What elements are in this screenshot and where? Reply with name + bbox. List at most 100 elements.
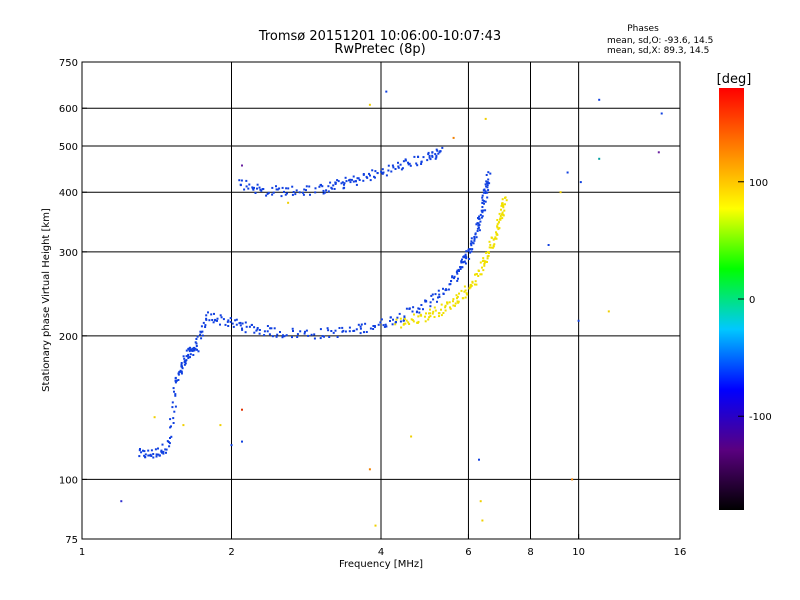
data-point: [484, 117, 487, 120]
data-point: [273, 327, 276, 330]
data-point: [478, 223, 481, 226]
data-point: [478, 458, 480, 461]
data-point: [276, 188, 279, 191]
data-point: [471, 248, 474, 251]
y-tick-label: 100: [59, 475, 78, 486]
data-point: [442, 293, 445, 295]
data-point: [352, 180, 355, 183]
data-point: [499, 217, 502, 220]
data-point: [457, 300, 460, 303]
data-point: [319, 337, 322, 340]
data-point: [403, 322, 406, 325]
data-point: [394, 323, 397, 326]
data-point: [248, 183, 251, 186]
data-point: [327, 329, 330, 332]
data-point: [385, 90, 388, 93]
data-point: [138, 455, 141, 458]
data-point: [490, 236, 493, 239]
colorbar-ticks: 100 0 -100: [738, 178, 772, 423]
data-point: [480, 216, 483, 219]
data-point: [180, 363, 183, 366]
data-point: [410, 318, 413, 321]
data-point: [150, 455, 153, 457]
data-point: [437, 289, 440, 292]
data-point: [272, 191, 275, 194]
data-point: [182, 355, 185, 358]
data-point: [253, 326, 256, 329]
data-point: [172, 422, 175, 424]
data-point: [429, 158, 432, 161]
data-point: [348, 330, 351, 333]
data-point: [482, 269, 485, 272]
data-point: [461, 266, 464, 269]
data-point: [417, 315, 420, 318]
data-point: [213, 312, 215, 315]
data-point: [405, 307, 408, 310]
data-point: [403, 315, 406, 318]
data-point: [231, 322, 234, 325]
data-point: [496, 219, 499, 221]
data-point: [460, 260, 463, 263]
data-point: [291, 193, 294, 196]
legend-line-x: mean, sd,X: 89.3, 14.5: [607, 46, 709, 56]
data-point: [154, 448, 157, 451]
data-point: [456, 300, 459, 303]
data-point: [464, 253, 467, 256]
data-point: [479, 273, 482, 276]
data-point: [384, 323, 387, 326]
data-point: [476, 222, 479, 225]
data-point: [390, 170, 393, 173]
data-point: [185, 355, 188, 358]
data-point: [334, 183, 337, 185]
y-axis-ticks: 75 100 200 300 400 500 600 750: [59, 58, 87, 546]
data-point: [357, 323, 360, 326]
data-point: [408, 307, 411, 310]
data-point: [482, 191, 485, 194]
data-point: [372, 325, 375, 327]
data-point: [321, 185, 324, 188]
data-point: [474, 273, 477, 276]
data-point: [162, 450, 165, 453]
y-tick-label: 600: [59, 104, 78, 115]
data-point: [418, 307, 421, 310]
data-point: [178, 371, 181, 374]
data-point: [435, 156, 438, 159]
data-point: [502, 206, 505, 209]
data-point: [456, 295, 459, 298]
data-point: [486, 191, 489, 194]
data-point: [458, 292, 460, 295]
data-point: [478, 217, 481, 220]
data-point: [258, 329, 261, 331]
data-point: [152, 453, 155, 455]
data-point: [292, 191, 295, 193]
data-point: [241, 440, 243, 443]
data-point: [493, 243, 496, 246]
data-point: [185, 349, 188, 352]
data-point: [387, 164, 390, 167]
data-point: [437, 152, 440, 155]
data-point: [334, 329, 337, 332]
data-point: [607, 310, 610, 313]
chart-subtitle: RwPretec (8p): [334, 42, 425, 57]
data-point: [399, 317, 402, 320]
data-point: [191, 349, 194, 352]
data-point: [368, 103, 371, 106]
data-point: [482, 257, 485, 260]
data-point: [355, 180, 357, 183]
data-point: [205, 317, 208, 320]
data-point: [284, 193, 287, 196]
data-point: [271, 186, 274, 189]
data-point: [456, 272, 459, 275]
data-point: [428, 156, 431, 159]
data-point: [484, 200, 487, 203]
data-point: [174, 379, 177, 382]
data-point: [224, 323, 227, 326]
data-point: [483, 264, 486, 267]
data-point: [227, 325, 230, 327]
data-point: [189, 353, 192, 356]
data-point: [337, 180, 340, 183]
data-point: [448, 301, 451, 304]
data-point: [327, 190, 330, 193]
data-point: [355, 183, 358, 186]
data-point: [195, 338, 198, 340]
